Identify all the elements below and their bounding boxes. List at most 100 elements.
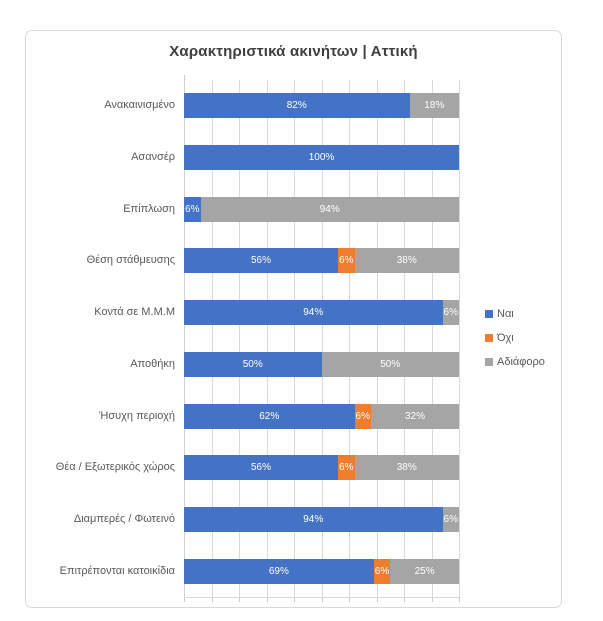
bar-row: 50% 50%	[184, 351, 459, 377]
bar-row: 82% 18%	[184, 93, 459, 119]
bar-segment: 32%	[371, 403, 459, 429]
gridline	[321, 80, 323, 597]
bar-segment: 62%	[184, 403, 355, 429]
legend-item: Όχι	[485, 326, 545, 350]
bar-segment: 6%	[442, 300, 459, 326]
gridline	[349, 80, 350, 597]
data-label: 56%	[250, 462, 271, 474]
bar-segment: 50%	[321, 351, 459, 377]
gridline	[404, 80, 405, 597]
category-label: Επίπλωση	[123, 202, 175, 215]
data-label: 94%	[319, 203, 340, 215]
chart-title: Χαρακτηριστικά ακινήτων | Αττική	[169, 43, 418, 60]
bar-segment: 18%	[409, 93, 459, 119]
bar-segment: 94%	[184, 300, 443, 326]
gridline	[239, 80, 240, 597]
axis-tick	[404, 597, 405, 602]
axis-tick	[321, 597, 323, 602]
data-label: 6%	[185, 203, 200, 215]
category-label: Ασανσέρ	[131, 151, 175, 164]
axis-tick	[349, 597, 350, 602]
bar-segment: 6%	[338, 248, 355, 274]
axis-tick	[459, 597, 460, 602]
bar-segment: 69%	[184, 558, 374, 584]
legend: Ναι Όχι Αδιάφορο	[485, 302, 545, 374]
bar-segment: 50%	[184, 351, 322, 377]
axis-tick	[431, 597, 433, 602]
legend-item: Αδιάφορο	[485, 350, 545, 374]
bar-segment: 6%	[354, 403, 371, 429]
bar-segment: 56%	[184, 248, 338, 274]
bar-segment: 38%	[354, 455, 459, 481]
gridline	[211, 80, 213, 597]
data-label: 56%	[250, 255, 271, 267]
data-label: 62%	[259, 410, 280, 422]
data-label: 32%	[404, 410, 425, 422]
gridline	[266, 80, 268, 597]
axis-tick	[266, 597, 268, 602]
axis-tick	[184, 597, 185, 602]
data-label: 82%	[286, 100, 307, 112]
category-label: Αποθήκη	[130, 357, 175, 370]
data-label: 69%	[268, 565, 289, 577]
category-label: Επιτρέπονται κατοικίδια	[59, 564, 175, 577]
bar-segment: 6%	[442, 506, 459, 532]
data-label: 6%	[339, 462, 354, 474]
bar-segment: 25%	[390, 558, 459, 584]
data-label: 94%	[303, 513, 324, 525]
data-label: 6%	[443, 513, 458, 525]
gridline	[459, 80, 460, 597]
data-label: 38%	[396, 255, 417, 267]
chart-card: Χαρακτηριστικά ακινήτων | Αττική Ανακαιν…	[25, 30, 562, 608]
bar-row: 94% 6%	[184, 300, 459, 326]
value-axis-line	[184, 80, 185, 597]
bar-row: 69% 6% 25%	[184, 558, 459, 584]
legend-label: Αδιάφορο	[497, 356, 545, 368]
gridline	[431, 80, 433, 597]
bar-segment: 100%	[184, 145, 459, 171]
bar-row: 94% 6%	[184, 506, 459, 532]
bar-segment: 82%	[184, 93, 410, 119]
bar-row: 56% 6% 38%	[184, 248, 459, 274]
plot-area: Ανακαινισμένο 82% 18% Ασανσέρ 100% Επίπλωση 6%…	[26, 31, 561, 607]
legend-label: Όχι	[497, 332, 514, 344]
bar-row: 100%	[184, 145, 459, 171]
category-axis-line	[184, 597, 459, 598]
data-label: 25%	[414, 565, 435, 577]
legend-label: Ναι	[497, 308, 514, 320]
axis-tick	[294, 597, 295, 602]
axis-tick	[239, 597, 240, 602]
gridline	[376, 80, 378, 597]
data-label: 18%	[424, 100, 445, 112]
bar-row: 6% 94%	[184, 196, 459, 222]
data-label: 6%	[339, 255, 354, 267]
category-label: Θέση στάθμευσης	[86, 254, 175, 267]
bar-segment: 6%	[184, 196, 201, 222]
bar-segment: 56%	[184, 455, 338, 481]
data-label: 6%	[374, 565, 390, 577]
bar-segment: 6%	[338, 455, 355, 481]
legend-swatch	[485, 358, 493, 366]
bar-segment: 6%	[373, 558, 391, 584]
legend-item: Ναι	[485, 302, 545, 326]
legend-swatch	[485, 310, 493, 318]
bar-segment: 38%	[354, 248, 459, 274]
axis-tick	[184, 75, 185, 80]
data-label: 6%	[355, 410, 370, 422]
data-label: 50%	[242, 358, 263, 370]
category-label: Διαμπερές / Φωτεινό	[73, 512, 175, 525]
category-label: Θέα / Εξωτερικός χώρος	[55, 461, 175, 474]
legend-swatch	[485, 334, 493, 342]
data-label: 100%	[308, 152, 335, 164]
axis-tick	[211, 597, 213, 602]
data-label: 50%	[380, 358, 401, 370]
bar-segment: 94%	[200, 196, 459, 222]
bar-row: 56% 6% 38%	[184, 455, 459, 481]
axis-tick	[376, 597, 378, 602]
gridline	[294, 80, 295, 597]
category-label: Ανακαινισμένο	[104, 99, 175, 112]
category-label: Ήσυχη περιοχή	[99, 409, 175, 422]
data-label: 94%	[303, 307, 324, 319]
bar-row: 62% 6% 32%	[184, 403, 459, 429]
